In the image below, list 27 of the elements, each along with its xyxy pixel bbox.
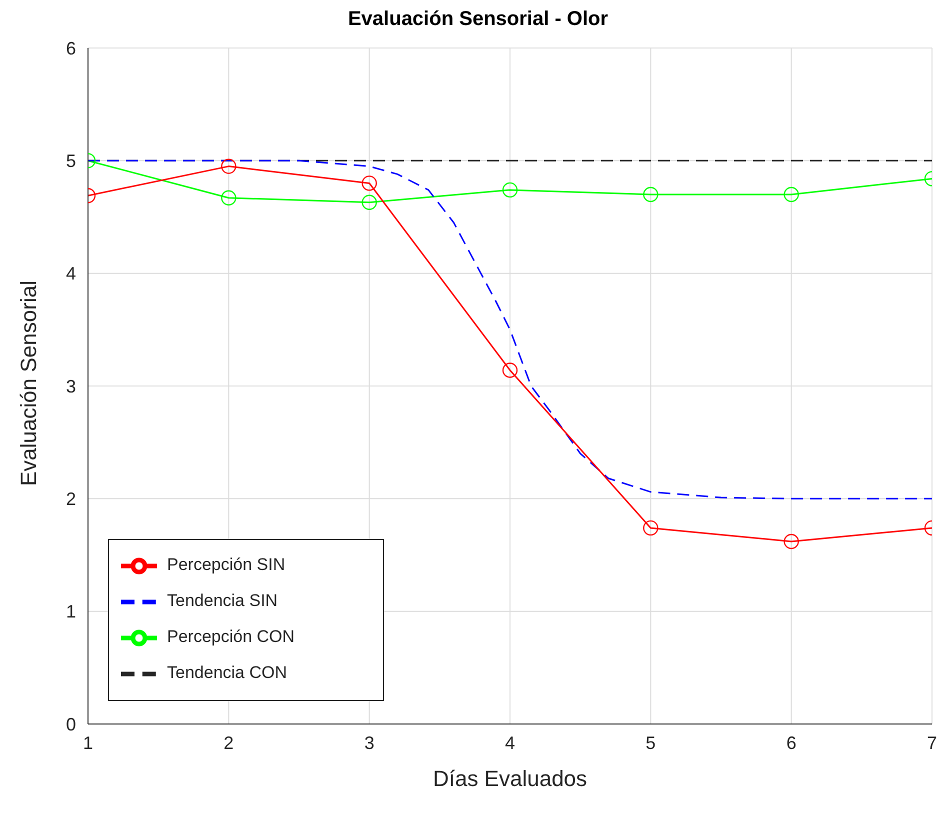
y-tick-label: 1: [66, 602, 76, 622]
y-tick-label: 4: [66, 264, 76, 284]
x-tick-label: 7: [926, 732, 938, 753]
y-tick-label: 5: [66, 151, 76, 172]
x-tick-label: 6: [786, 732, 796, 753]
x-axis-title: Días Evaluados: [432, 766, 588, 791]
legend-label: Percepción SIN: [167, 555, 286, 574]
x-tick-label: 3: [364, 732, 374, 753]
x-tick-label: 2: [224, 732, 234, 753]
x-tick-label: 5: [646, 732, 656, 753]
y-tick-label: 0: [66, 714, 76, 734]
point: [502, 182, 518, 198]
point: [362, 176, 377, 191]
legend-label: Tendencia CON: [167, 663, 288, 682]
point: [643, 186, 658, 202]
chart-title: Evaluación Sensorial - Olor: [346, 8, 610, 32]
x-tick-label: 1: [82, 732, 94, 753]
point: [502, 362, 518, 378]
point: [362, 194, 377, 210]
y-tick-label: 6: [66, 38, 76, 58]
y-tick-label: 2: [66, 489, 76, 510]
y-tick-label: 3: [66, 376, 76, 396]
legend-label: Tendencia SIN: [167, 591, 278, 610]
legend-label: Percepción CON: [167, 627, 295, 646]
point: [643, 520, 658, 536]
y-axis-title: Evaluación Sensorial: [16, 280, 41, 486]
x-tick-label: 4: [504, 732, 516, 753]
